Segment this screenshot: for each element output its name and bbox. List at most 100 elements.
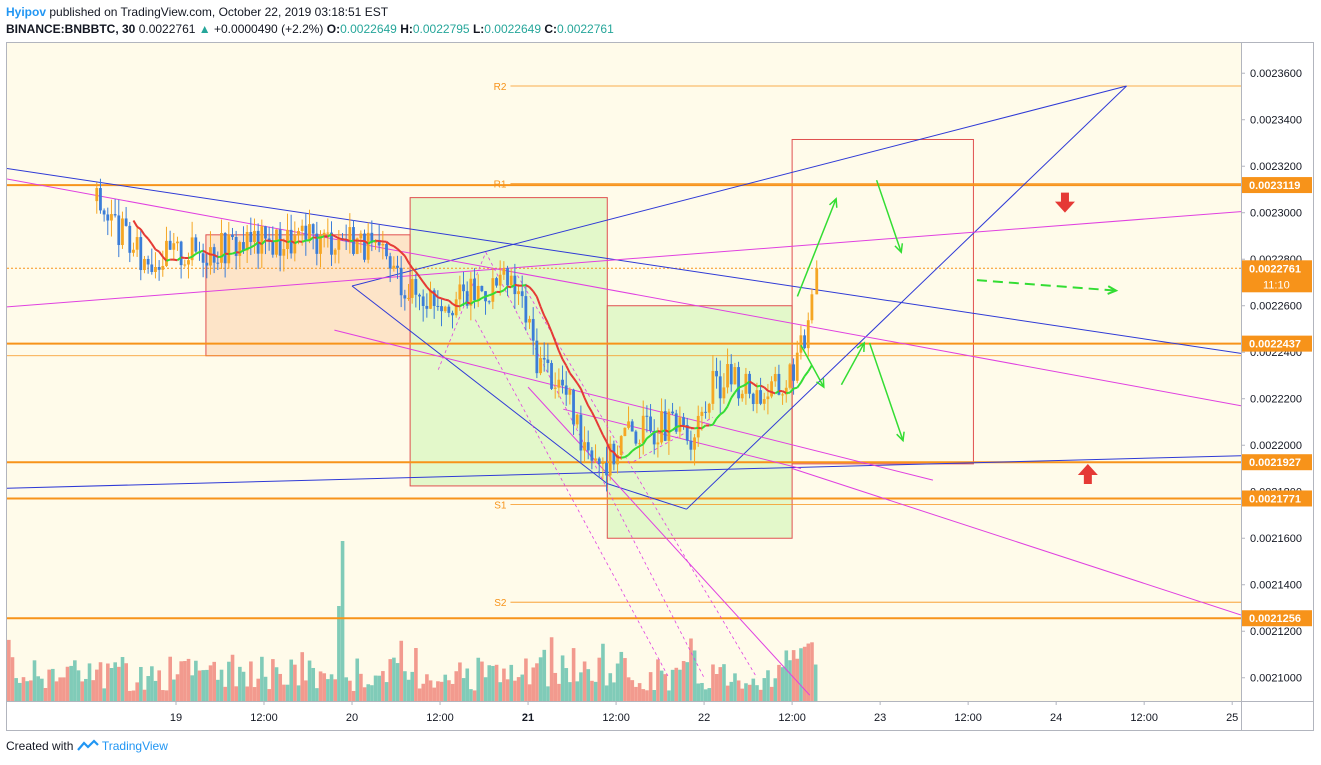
candle-body[interactable] <box>487 301 491 303</box>
channel-upper-line[interactable] <box>7 178 1241 407</box>
candle-body[interactable] <box>242 242 245 251</box>
candle-body[interactable] <box>150 264 154 272</box>
candle-body[interactable] <box>740 393 744 399</box>
candle-body[interactable] <box>773 373 777 382</box>
candle-body[interactable] <box>564 385 568 395</box>
price-label-badge[interactable] <box>1242 490 1312 507</box>
candle-body[interactable] <box>271 241 275 255</box>
candle-body[interactable] <box>201 253 205 263</box>
candle-body[interactable] <box>135 237 139 250</box>
bearish-projection-arrow[interactable] <box>868 342 904 441</box>
candle-body[interactable] <box>641 415 645 444</box>
pitchfork-tine-line[interactable] <box>517 275 758 678</box>
candle-body[interactable] <box>348 227 352 242</box>
candle-body[interactable] <box>693 437 696 450</box>
candle-body[interactable] <box>113 214 117 216</box>
candle-body[interactable] <box>656 442 660 445</box>
candle-body[interactable] <box>157 266 161 270</box>
candle-body[interactable] <box>205 262 209 266</box>
candle-body[interactable] <box>330 232 333 255</box>
price-label-badge[interactable] <box>1242 177 1312 194</box>
candle-body[interactable] <box>249 231 253 243</box>
candle-body[interactable] <box>234 237 238 256</box>
candle-body[interactable] <box>729 364 733 385</box>
candle-body[interactable] <box>381 244 385 246</box>
candle-body[interactable] <box>414 279 418 295</box>
candle-body[interactable] <box>231 234 234 238</box>
price-label-badge[interactable] <box>1242 260 1312 293</box>
candle-body[interactable] <box>568 389 572 395</box>
candle-body[interactable] <box>619 436 623 456</box>
candle-body[interactable] <box>638 443 641 445</box>
candle-body[interactable] <box>711 370 715 404</box>
bullish-projection-arrow[interactable] <box>796 198 837 297</box>
candle-body[interactable] <box>436 305 440 307</box>
candle-body[interactable] <box>418 294 421 297</box>
author-name[interactable]: Hyipov <box>6 5 47 19</box>
candle-body[interactable] <box>458 284 462 300</box>
candle-body[interactable] <box>803 335 806 349</box>
candle-body[interactable] <box>495 278 498 286</box>
candle-body[interactable] <box>110 214 113 221</box>
candle-body[interactable] <box>627 421 630 428</box>
candle-body[interactable] <box>462 284 465 292</box>
bounce-projection-arrow[interactable] <box>840 342 865 386</box>
wedge-upper-line[interactable] <box>351 85 1127 287</box>
candle-body[interactable] <box>531 318 535 341</box>
candle-body[interactable] <box>480 285 484 292</box>
candle-body[interactable] <box>806 320 810 349</box>
candle-body[interactable] <box>337 238 341 250</box>
candle-body[interactable] <box>663 411 667 441</box>
candle-body[interactable] <box>425 305 429 309</box>
candle-body[interactable] <box>179 241 183 266</box>
candle-body[interactable] <box>315 233 319 254</box>
candle-body[interactable] <box>704 411 707 413</box>
candle-body[interactable] <box>139 237 143 271</box>
candle-body[interactable] <box>473 278 476 301</box>
candle-body[interactable] <box>722 387 726 399</box>
rising-support-line[interactable] <box>686 85 1127 510</box>
candle-body[interactable] <box>194 237 198 252</box>
candle-body[interactable] <box>388 256 392 269</box>
candle-body[interactable] <box>366 232 370 260</box>
candle-body[interactable] <box>597 458 601 465</box>
candle-body[interactable] <box>238 242 242 256</box>
tradingview-brand[interactable]: TradingView <box>101 739 168 753</box>
candle-body[interactable] <box>260 226 264 254</box>
candle-body[interactable] <box>605 462 608 476</box>
candle-body[interactable] <box>333 249 337 255</box>
dip-projection-arrow[interactable] <box>800 344 825 388</box>
candle-body[interactable] <box>209 247 212 266</box>
candle-body[interactable] <box>815 268 819 295</box>
candle-body[interactable] <box>454 299 458 316</box>
candle-body[interactable] <box>440 306 443 312</box>
candle-body[interactable] <box>788 364 792 388</box>
candle-body[interactable] <box>795 352 799 381</box>
candle-body[interactable] <box>649 416 652 431</box>
candle-body[interactable] <box>674 413 678 432</box>
candle-body[interactable] <box>634 431 638 444</box>
candle-body[interactable] <box>759 390 762 404</box>
candle-body[interactable] <box>304 225 308 240</box>
candle-body[interactable] <box>476 285 480 301</box>
candle-body[interactable] <box>154 266 157 272</box>
candle-body[interactable] <box>700 411 704 416</box>
wedge-lower-line[interactable] <box>351 285 608 484</box>
candle-body[interactable] <box>286 229 289 250</box>
fall-projection-line[interactable] <box>527 386 811 696</box>
candle-body[interactable] <box>322 232 326 236</box>
candle-body[interactable] <box>311 224 315 234</box>
candle-body[interactable] <box>726 364 729 388</box>
channel-lower-line[interactable] <box>563 408 802 469</box>
candle-body[interactable] <box>520 291 524 297</box>
pullback-projection-arrow[interactable] <box>875 179 902 253</box>
candle-body[interactable] <box>491 278 495 302</box>
candle-body[interactable] <box>612 443 616 465</box>
long-uptrend-line[interactable] <box>7 455 1241 489</box>
candle-body[interactable] <box>407 297 410 299</box>
candle-body[interactable] <box>689 440 693 450</box>
candle-body[interactable] <box>223 232 227 264</box>
candle-body[interactable] <box>696 415 700 438</box>
channel-projection-line[interactable] <box>791 468 1241 616</box>
